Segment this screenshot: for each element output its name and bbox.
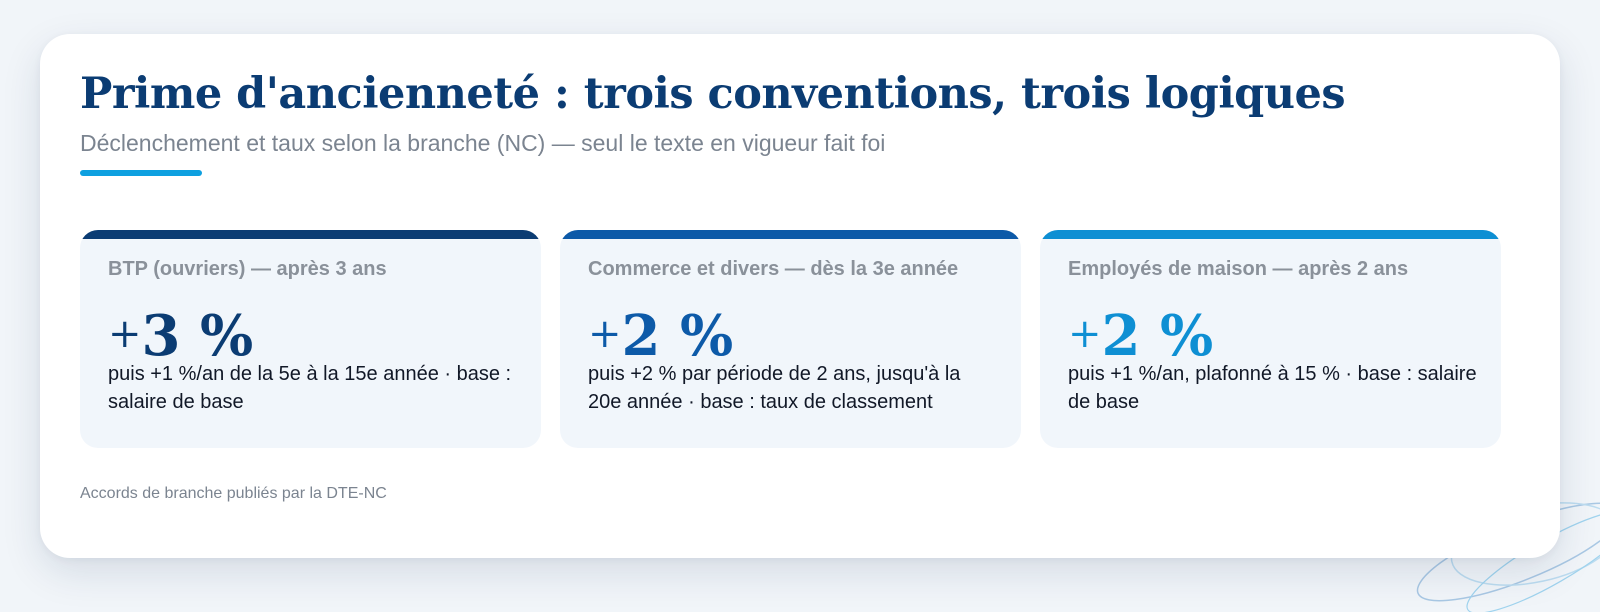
rate-sign: + bbox=[588, 311, 622, 357]
card-btp: BTP (ouvriers) — après 3 ans +3 % puis +… bbox=[80, 230, 541, 448]
rate-value: 3 % bbox=[141, 303, 254, 369]
card-accent-bar bbox=[1040, 230, 1501, 239]
page-subtitle: Déclenchement et taux selon la branche (… bbox=[80, 130, 886, 156]
rate-sign: + bbox=[1068, 311, 1102, 357]
page-title: Prime d'ancienneté : trois conventions, … bbox=[80, 69, 1346, 119]
card-description: puis +1 %/an de la 5e à la 15e année · b… bbox=[108, 363, 512, 413]
card-accent-bar bbox=[560, 230, 1021, 239]
card-description: puis +2 % par période de 2 ans, jusqu'à … bbox=[588, 363, 961, 413]
rate-sign: + bbox=[108, 311, 142, 357]
rate-value: 2 % bbox=[1101, 303, 1214, 369]
card-label: Employés de maison — après 2 ans bbox=[1068, 258, 1409, 280]
title-accent-underline bbox=[80, 170, 202, 176]
card-label: BTP (ouvriers) — après 3 ans bbox=[108, 258, 387, 280]
rate-value: 2 % bbox=[621, 303, 734, 369]
card-rate: +2 % bbox=[588, 302, 733, 368]
card-label: Commerce et divers — dès la 3e année bbox=[588, 258, 959, 280]
content-card: Prime d'ancienneté : trois conventions, … bbox=[40, 34, 1560, 558]
card-description: puis +1 %/an, plafonné à 15 % · base : s… bbox=[1068, 363, 1477, 413]
card-rate: +3 % bbox=[108, 302, 253, 368]
card-commerce: Commerce et divers — dès la 3e année +2 … bbox=[560, 230, 1021, 448]
card-accent-bar bbox=[80, 230, 541, 239]
source-footnote: Accords de branche publiés par la DTE-NC bbox=[80, 485, 387, 502]
card-rate: +2 % bbox=[1068, 302, 1213, 368]
card-employes-maison: Employés de maison — après 2 ans +2 % pu… bbox=[1040, 230, 1501, 448]
